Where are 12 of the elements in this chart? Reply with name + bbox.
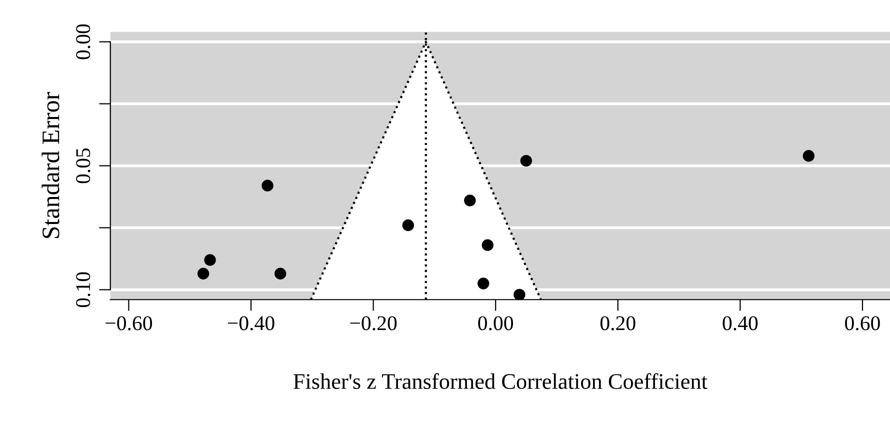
x-tick-label: 0.60 [845,316,880,330]
x-tick-label: −0.60 [106,316,152,330]
x-tick-label: 0.40 [722,316,758,330]
x-axis-title: Fisher's z Transformed Correlation Coefficient [293,373,708,390]
x-tick-label: 0.20 [600,316,636,330]
y-axis-title: Standard Error [42,92,60,238]
x-tick-label: 0.00 [478,316,514,330]
y-tick-label: 0.05 [76,148,90,184]
y-tick-label: 0.10 [76,272,90,308]
y-tick-label: 0.00 [76,24,90,60]
x-tick-label: −0.40 [228,316,274,330]
x-tick-label: −0.20 [350,316,397,330]
